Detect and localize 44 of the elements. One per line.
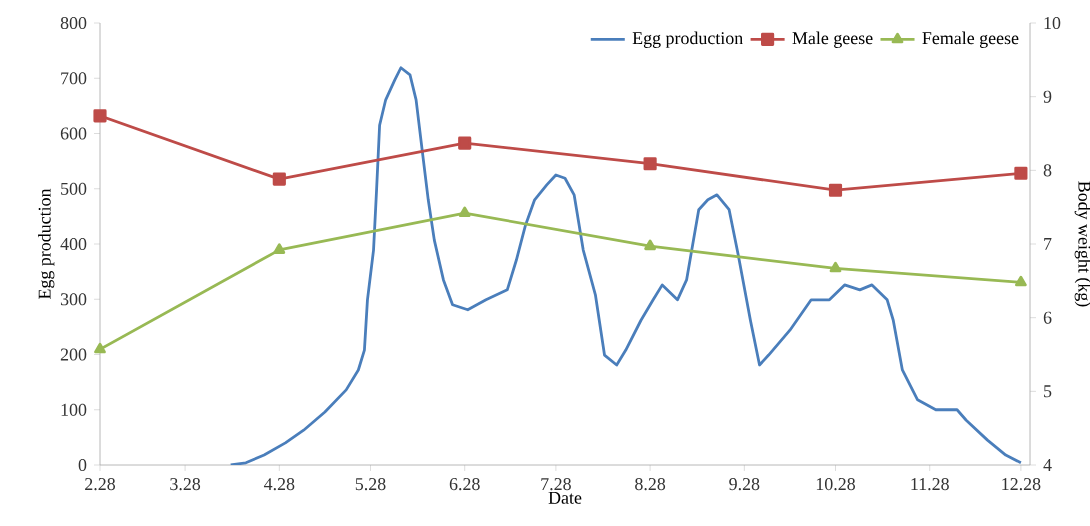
x-tick-label: 8.28 <box>635 478 666 491</box>
point <box>828 183 843 197</box>
y-tick-label: 500 <box>61 182 87 195</box>
x-tick-label: 9.28 <box>729 478 760 491</box>
y-axis-title: Egg production <box>38 188 55 299</box>
y2-tick-label: 4 <box>1043 459 1052 471</box>
point <box>643 157 657 171</box>
x-tick-label: 2.28 <box>85 478 116 491</box>
x-tick-label: 5.28 <box>355 478 386 491</box>
line-series <box>229 66 1023 465</box>
point <box>458 206 471 218</box>
x-tick-label: 7.28 <box>541 478 571 491</box>
point <box>1015 275 1027 287</box>
point <box>272 172 286 186</box>
y2-tick-label: 6 <box>1043 311 1052 324</box>
y-tick-label: 0 <box>78 458 87 472</box>
y2-tick-label: 9 <box>1043 90 1052 103</box>
point <box>1014 166 1028 180</box>
y-tick-label: 800 <box>60 16 87 30</box>
y-tick-label: 400 <box>60 237 87 251</box>
y-tick-label: 300 <box>60 293 87 306</box>
y2-tick-label: 7 <box>1044 238 1052 250</box>
x-tick-label: 3.28 <box>170 478 201 491</box>
point <box>829 261 842 273</box>
x-tick-label: 11.28 <box>911 478 949 491</box>
y-tick-label: 600 <box>60 127 87 140</box>
legend-label: Male geese <box>792 31 873 48</box>
x-tick-label: 6.28 <box>449 478 480 491</box>
y-tick-label: 700 <box>61 72 87 85</box>
x-tick-label: 12.28 <box>1002 478 1041 491</box>
legend-label: Female geese <box>922 31 1019 48</box>
x-tick-label: 4.28 <box>263 478 295 491</box>
point <box>644 239 656 251</box>
y2-axis-title: Body weight (kg) <box>1074 181 1090 307</box>
x-axis-title: Date <box>548 491 582 504</box>
y2-tick-label: 10 <box>1044 16 1061 30</box>
point <box>458 136 472 150</box>
y-tick-label: 200 <box>60 348 87 361</box>
x-tick-label: 10.28 <box>816 478 855 491</box>
legend-label: Egg production <box>632 31 743 48</box>
point <box>273 243 286 254</box>
y2-tick-label: 8 <box>1043 164 1052 177</box>
y-tick-label: 100 <box>61 403 87 416</box>
y2-tick-label: 5 <box>1044 385 1052 398</box>
